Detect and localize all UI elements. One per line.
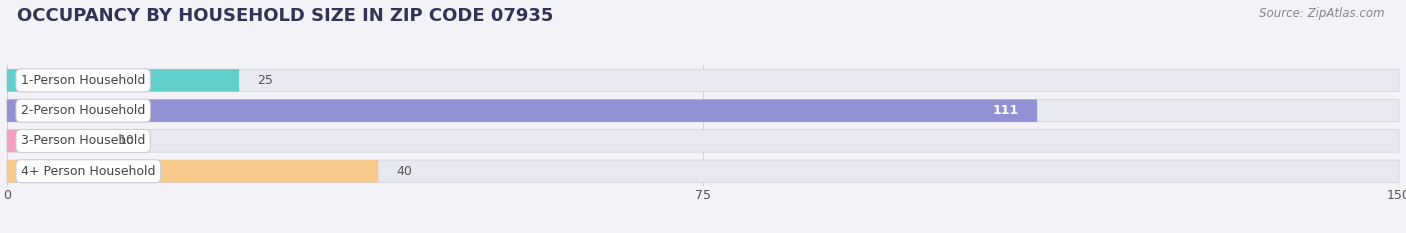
Text: Source: ZipAtlas.com: Source: ZipAtlas.com — [1260, 7, 1385, 20]
FancyBboxPatch shape — [7, 99, 1399, 122]
FancyBboxPatch shape — [7, 69, 239, 92]
Text: 3-Person Household: 3-Person Household — [21, 134, 145, 147]
Text: 1-Person Household: 1-Person Household — [21, 74, 145, 87]
Text: 4+ Person Household: 4+ Person Household — [21, 165, 156, 178]
FancyBboxPatch shape — [7, 99, 1038, 122]
Text: OCCUPANCY BY HOUSEHOLD SIZE IN ZIP CODE 07935: OCCUPANCY BY HOUSEHOLD SIZE IN ZIP CODE … — [17, 7, 553, 25]
Text: 10: 10 — [118, 134, 134, 147]
Text: 25: 25 — [257, 74, 273, 87]
Text: 40: 40 — [396, 165, 412, 178]
Text: 2-Person Household: 2-Person Household — [21, 104, 145, 117]
FancyBboxPatch shape — [7, 160, 1399, 182]
FancyBboxPatch shape — [7, 130, 100, 152]
Text: 111: 111 — [993, 104, 1018, 117]
FancyBboxPatch shape — [7, 69, 1399, 92]
FancyBboxPatch shape — [7, 130, 1399, 152]
FancyBboxPatch shape — [7, 160, 378, 182]
